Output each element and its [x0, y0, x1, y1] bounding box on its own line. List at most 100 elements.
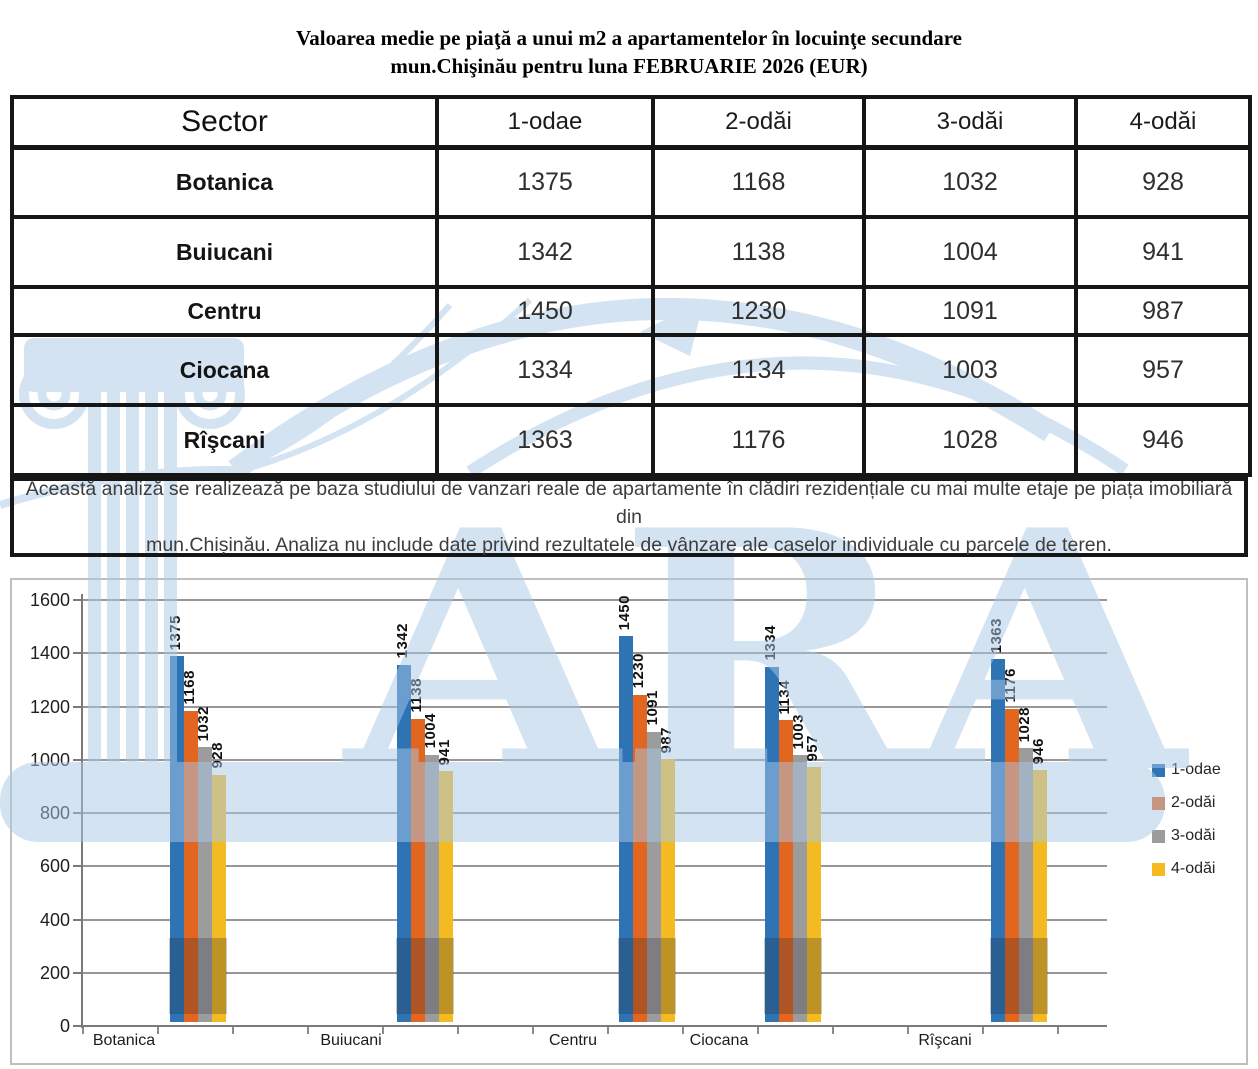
x-category-label: Buiucani: [320, 1032, 382, 1049]
x-tick: [832, 1027, 834, 1034]
legend-item: 2-odăi: [1152, 793, 1221, 813]
bar-value-label: 1176: [1002, 668, 1019, 703]
y-tick: [73, 865, 82, 868]
bar-value-label: 946: [1030, 737, 1047, 765]
value-cell: 1230: [651, 285, 866, 337]
legend-label: 3-odăi: [1171, 827, 1216, 844]
bar-value-label: 1028: [1016, 706, 1033, 743]
bar-value-label: 1134: [776, 679, 793, 715]
y-tick: [73, 918, 82, 921]
x-category-label: Rîşcani: [918, 1032, 972, 1049]
shade-band: [169, 938, 227, 1014]
bar-value-label: 928: [209, 742, 226, 769]
table-body: Botanica 1375 1168 1032 928 Buiucani 1342 1138 1…: [10, 145, 1252, 477]
legend-swatch-icon: [1152, 862, 1165, 876]
price-table: Sector 1-odae 2-odăi 3-odăi 4-odăi Botan…: [10, 95, 1252, 477]
column-header-4-odai: 4-odăi: [1074, 95, 1252, 150]
table-header-row: Sector 1-odae 2-odăi 3-odăi 4-odăi: [10, 95, 1252, 150]
value-cell: 1176: [651, 403, 866, 477]
value-cell: 1028: [862, 403, 1078, 477]
y-tick-label: 400: [39, 909, 70, 930]
y-tick-label: 200: [39, 962, 70, 983]
bar: [397, 664, 411, 1022]
x-tick: [307, 1027, 309, 1034]
gridline: [82, 599, 1107, 601]
value-cell: 946: [1074, 403, 1252, 477]
x-tick: [1057, 1027, 1059, 1034]
chart-legend: 1-odae 2-odăi 3-odăi 4-odăi: [1152, 760, 1221, 879]
x-category-label: Ciocana: [689, 1032, 749, 1049]
y-tick-label: 600: [39, 856, 70, 877]
bar-value-label: 1363: [988, 617, 1005, 654]
value-cell: 1363: [435, 403, 655, 477]
y-tick-label: 1400: [29, 643, 70, 664]
x-category-label: Botanica: [92, 1032, 156, 1049]
bar-value-label: 1334: [762, 625, 779, 661]
value-cell: 1168: [651, 145, 866, 219]
note-line-2: mun.Chișinău. Analiza nu include date pr…: [146, 534, 1112, 556]
sector-cell: Buiucani: [10, 215, 439, 289]
title-line-1: Valoarea medie pe piaţă a unui m2 a apar…: [296, 26, 962, 50]
legend-swatch-icon: [1152, 829, 1165, 843]
bar-value-label: 1450: [616, 594, 633, 630]
y-tick-label: 800: [39, 803, 70, 823]
value-cell: 1004: [862, 215, 1078, 289]
bar-chart: 0 200 400 600 800 1000 1200 1400 1600 1375 1168 103…: [10, 578, 1248, 1065]
bar-value-label: 957: [804, 734, 821, 762]
gridline: [82, 812, 1107, 814]
legend-swatch-icon: [1152, 763, 1165, 777]
x-tick: [532, 1027, 534, 1034]
value-cell: 1032: [862, 145, 1078, 219]
legend-item: 3-odăi: [1152, 826, 1221, 846]
bar-value-label: 1230: [630, 653, 647, 689]
value-cell: 928: [1074, 145, 1252, 219]
x-tick: [457, 1027, 459, 1034]
sector-cell: Ciocana: [10, 333, 439, 407]
legend-label: 2-odăi: [1171, 794, 1216, 811]
analysis-note: Această analiză se realizează pe baza st…: [10, 477, 1248, 557]
x-tick: [607, 1027, 609, 1034]
y-axis-line: [81, 594, 83, 1028]
value-cell: 1342: [435, 215, 655, 289]
x-tick: [82, 1027, 84, 1034]
value-cell: 1450: [435, 285, 655, 337]
column-header-3-odai: 3-odăi: [862, 95, 1078, 150]
y-tick-label: 1200: [29, 696, 70, 717]
plot-area: 0 200 400 600 800 1000 1200 1400 1600 1375 1168 103…: [12, 580, 1246, 1063]
gridline: [82, 705, 1107, 708]
gridline: [82, 971, 1107, 974]
shade-band: [396, 938, 454, 1014]
value-cell: 1003: [862, 333, 1078, 407]
y-tick-label: 1600: [29, 590, 70, 610]
bar-value-label: 987: [658, 726, 675, 754]
sector-cell: Botanica: [10, 145, 439, 219]
y-tick: [73, 599, 82, 601]
gridline: [82, 758, 1107, 761]
value-cell: 987: [1074, 285, 1252, 337]
table-row: Centru 1450 1230 1091 987: [10, 285, 1252, 337]
y-tick: [73, 1025, 82, 1027]
x-tick: [232, 1027, 234, 1034]
x-axis-line: [82, 1025, 1107, 1027]
page-title: Valoarea medie pe piaţă a unui m2 a apar…: [0, 24, 1258, 80]
sector-cell: Centru: [10, 285, 439, 337]
table-row: Buiucani 1342 1138 1004 941: [10, 215, 1252, 289]
y-tick: [73, 652, 82, 655]
gridline: [82, 865, 1107, 868]
x-tick: [682, 1027, 684, 1034]
value-cell: 1334: [435, 333, 655, 407]
bar-value-label: 1375: [167, 614, 184, 650]
bar-value-label: 1032: [195, 705, 212, 742]
bar: [765, 666, 779, 1022]
table-row: Rîşcani 1363 1176 1028 946: [10, 403, 1252, 477]
column-header-2-odai: 2-odăi: [651, 95, 866, 150]
x-tick: [757, 1027, 759, 1034]
bar-value-label: 1168: [181, 670, 198, 706]
x-tick: [157, 1027, 159, 1034]
x-tick: [982, 1027, 984, 1034]
note-line-1: Această analiză se realizează pe baza st…: [25, 478, 1233, 528]
table-row: Ciocana 1334 1134 1003 957: [10, 333, 1252, 407]
y-tick-label: 1000: [29, 749, 70, 770]
y-tick: [73, 758, 82, 761]
